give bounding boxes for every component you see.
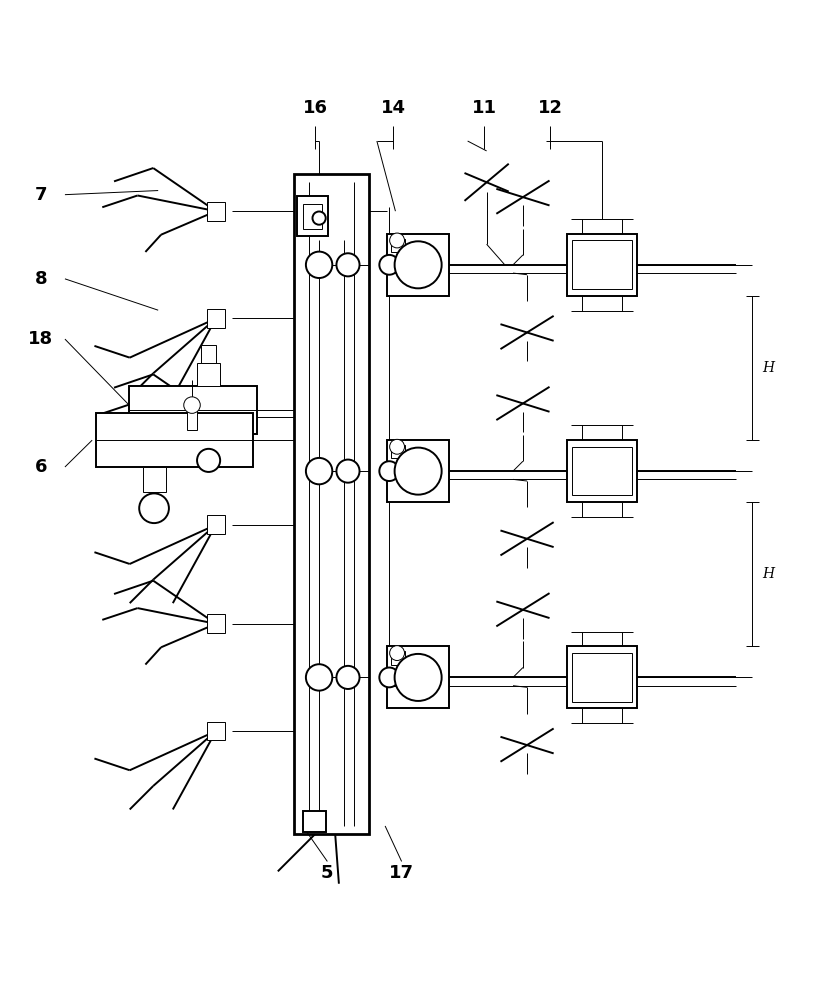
Bar (201, 345, 216, 363)
Circle shape (394, 241, 441, 288)
Bar (391, 239, 404, 252)
Text: 14: 14 (380, 99, 405, 117)
Circle shape (379, 461, 399, 481)
Circle shape (336, 460, 359, 483)
Circle shape (336, 666, 359, 689)
Text: 16: 16 (302, 99, 327, 117)
Bar (302, 811, 325, 832)
Text: H: H (762, 361, 773, 375)
Circle shape (184, 397, 200, 413)
Bar (206, 515, 225, 534)
Circle shape (197, 449, 220, 472)
Circle shape (336, 253, 359, 276)
Bar (206, 614, 225, 633)
Circle shape (305, 664, 332, 691)
Circle shape (390, 233, 404, 248)
Text: 18: 18 (28, 330, 54, 348)
Bar (302, 204, 321, 229)
Bar (571, 653, 631, 702)
Bar (142, 467, 165, 492)
Bar (187, 409, 197, 430)
Bar (197, 363, 220, 386)
Bar (96, 413, 253, 467)
Bar (571, 447, 631, 495)
Bar (566, 440, 636, 502)
Text: H: H (762, 567, 773, 581)
Circle shape (390, 439, 404, 454)
Bar (566, 646, 636, 708)
Bar (206, 202, 225, 221)
Text: 11: 11 (471, 99, 496, 117)
Bar (206, 309, 225, 328)
Text: 7: 7 (35, 186, 47, 204)
Bar (387, 234, 448, 296)
Text: 6: 6 (35, 458, 47, 476)
Bar (391, 651, 404, 665)
Circle shape (394, 654, 441, 701)
Bar (571, 240, 631, 289)
Bar (206, 722, 225, 740)
Bar (294, 174, 368, 834)
Bar (129, 386, 257, 434)
Circle shape (139, 493, 169, 523)
Circle shape (390, 646, 404, 661)
Circle shape (379, 668, 399, 687)
Bar (387, 440, 448, 502)
Bar (566, 234, 636, 296)
Text: 17: 17 (389, 864, 414, 882)
Bar (387, 646, 448, 708)
Circle shape (305, 252, 332, 278)
Circle shape (394, 448, 441, 495)
Bar (206, 408, 225, 427)
Text: 5: 5 (321, 864, 333, 882)
Circle shape (312, 212, 325, 225)
Bar (391, 445, 404, 458)
Bar (296, 196, 327, 236)
Circle shape (379, 255, 399, 275)
Text: 8: 8 (35, 270, 47, 288)
Text: 12: 12 (537, 99, 562, 117)
Circle shape (305, 458, 332, 484)
